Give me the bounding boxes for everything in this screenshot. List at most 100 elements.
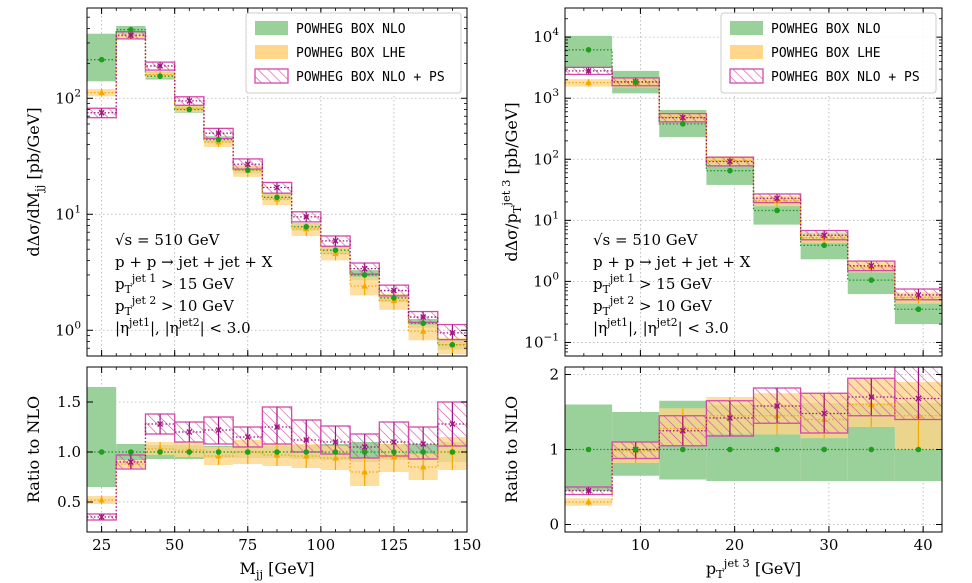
chart-panel-bottom-right: 10 20 30 40 0 1 2 Ratio to NLO pTjet 3 [GeV] (502, 366, 943, 581)
lhe-marker (585, 498, 592, 505)
legend-label: POWHEG BOX NLO (296, 22, 406, 37)
ps-marker (215, 427, 222, 433)
nlo-marker (215, 136, 222, 143)
nlo-marker (303, 449, 310, 455)
nlo-marker (128, 26, 134, 33)
legend: POWHEG BOX NLO POWHEG BOX LHE POWHEG BOX N… (720, 12, 937, 94)
nlo-marker (727, 446, 733, 453)
plot-area (565, 35, 942, 325)
nlo-marker (868, 446, 875, 453)
legend-label: POWHEG BOX LHE (296, 46, 406, 61)
nlo-marker (449, 341, 456, 348)
ps-marker (390, 439, 397, 445)
y-tick-label: 101 (533, 209, 559, 229)
nlo-marker (915, 446, 922, 453)
chart-panel-bottom-left: 25 50 75 100 125 150 0.5 1.0 1.5 Ratio to NLO Mjj … (24, 366, 482, 581)
ps-marker (915, 395, 922, 402)
nlo-marker (821, 242, 827, 249)
y-tick-label: 2 (549, 366, 559, 384)
ps-marker (449, 421, 456, 427)
ps-marker (390, 287, 397, 294)
ps-marker (186, 429, 193, 435)
x-tick-label: 125 (380, 536, 409, 554)
legend-swatch-ps (254, 68, 289, 84)
nlo-marker (420, 320, 426, 327)
ps-step-line (87, 34, 467, 334)
ps-marker (127, 32, 134, 39)
legend-swatch-lhe (255, 45, 288, 59)
nlo-marker (157, 449, 163, 455)
y-tick-label: 101 (55, 203, 81, 223)
legend-frame (720, 12, 937, 94)
lhe-marker (361, 468, 368, 475)
nlo-marker (420, 449, 426, 455)
chart-panel-top-left: 100 101 102 dΔσ/dMjj [pb/GeV] √s = 510 GeV p … (24, 7, 468, 357)
gridlines (87, 8, 467, 356)
x-tick-label: 100 (307, 536, 336, 554)
ps-marker (332, 237, 339, 244)
nlo-marker (680, 121, 686, 127)
ps-marker (361, 265, 368, 272)
annotation-line: pTjet 1 > 15 GeV (593, 272, 713, 296)
ps-marker (274, 184, 280, 191)
y-tick-label: 1.0 (57, 443, 81, 461)
legend: POWHEG BOX NLO POWHEG BOX LHE POWHEG BOX N… (245, 12, 462, 94)
annotation-line: pTjet 2 > 10 GeV (115, 294, 235, 318)
ps-marker (420, 314, 427, 321)
lhe-marker (303, 452, 310, 459)
nlo-marker (303, 223, 310, 230)
y-tick-label: 104 (533, 26, 559, 46)
y-tick-label: 0 (549, 516, 559, 534)
plot-area (87, 387, 467, 521)
ps-marker (585, 487, 592, 494)
nlo-marker (332, 247, 339, 254)
nlo-marker (680, 446, 686, 453)
y-tick-label: 102 (533, 148, 559, 168)
ps-marker (303, 213, 310, 220)
nlo-marker (868, 277, 875, 283)
y-tick-label: 102 (55, 87, 81, 107)
ps-marker (774, 195, 781, 202)
nlo-marker (186, 106, 193, 113)
nlo-marker (391, 449, 397, 455)
ps-marker (915, 291, 922, 298)
x-axis-title: pTjet 3 [GeV] (706, 556, 801, 581)
ps-marker (274, 424, 280, 430)
lhe-marker (332, 454, 339, 461)
lhe-marker (98, 496, 105, 503)
nlo-marker (774, 446, 780, 453)
ps-step-line (565, 396, 942, 492)
nlo-marker (215, 449, 222, 455)
legend-label: POWHEG BOX NLO + PS (771, 70, 920, 85)
ps-marker (157, 421, 164, 427)
nlo-marker (361, 272, 368, 278)
y-tick-label: 1.5 (57, 393, 81, 411)
nlo-marker (915, 306, 922, 313)
nlo-marker (157, 73, 163, 79)
x-tick-label: 150 (453, 536, 482, 554)
nlo-marker (244, 167, 251, 173)
nlo-marker (244, 449, 251, 455)
y-axis-title: dΔσ/pTjet 3 [pb/GeV] (499, 102, 524, 261)
legend-swatch-ps (729, 68, 764, 84)
ps-marker (157, 62, 164, 69)
ps-marker (361, 444, 368, 450)
annotation-line: pTjet 1 > 15 GeV (115, 272, 235, 296)
nlo-band (87, 387, 117, 487)
annotation-line: √s = 510 GeV (115, 231, 221, 249)
legend-label: POWHEG BOX NLO + PS (296, 70, 445, 85)
nlo-marker (332, 449, 339, 455)
y-tick-label: 100 (533, 270, 559, 290)
lhe-marker (390, 453, 398, 460)
ps-marker (449, 329, 456, 336)
nlo-marker (632, 79, 639, 85)
nlo-marker (632, 446, 639, 453)
nlo-marker (186, 449, 193, 455)
ps-marker (98, 514, 105, 520)
y-tick-label: 100 (55, 319, 81, 339)
annotation-line: |ηjet1|, |ηjet2| < 3.0 (593, 316, 729, 337)
nlo-marker (391, 295, 397, 301)
